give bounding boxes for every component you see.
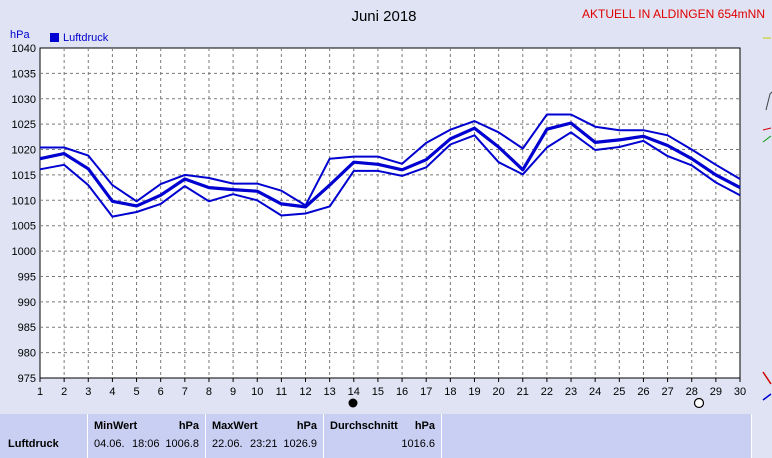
y-tick-label: 1010: [12, 195, 36, 207]
x-tick-label: 14: [348, 386, 360, 398]
min-time: 18:06: [132, 438, 160, 450]
max-value-cell: MaxWert hPa 22.06. 23:21 1026.9: [206, 414, 324, 458]
x-tick-label: 3: [85, 386, 91, 398]
x-tick-label: 26: [637, 386, 649, 398]
y-tick-label: 995: [18, 271, 36, 283]
x-tick-label: 17: [420, 386, 432, 398]
chart-title: Juni 2018: [351, 8, 416, 25]
max-unit: hPa: [296, 420, 317, 432]
min-value: 1006.8: [165, 438, 199, 450]
pressure-chart: Juni 2018 AKTUELL IN ALDINGEN 654mNN hPa…: [10, 7, 772, 409]
y-tick-label: 990: [18, 297, 36, 309]
x-tick-label: 7: [182, 386, 188, 398]
trend-up-icon: [765, 91, 772, 111]
legend-swatch: [50, 33, 59, 42]
avg-unit: hPa: [414, 420, 435, 432]
x-tick-label: 25: [613, 386, 625, 398]
x-tick-label: 28: [686, 386, 698, 398]
y-tick-label: 985: [18, 322, 36, 334]
min-unit: hPa: [178, 420, 199, 432]
series-line-mean: [39, 121, 741, 209]
x-tick-label: 12: [299, 386, 311, 398]
x-tick-label: 2: [61, 386, 67, 398]
max-date: 22.06.: [212, 438, 243, 450]
x-tick-label: 20: [492, 386, 504, 398]
red-marker-icon: [762, 127, 772, 131]
series-line-max: [40, 113, 741, 207]
y-tick-label: 1020: [12, 145, 36, 157]
grid: [39, 48, 741, 382]
y-tick-label: 1025: [12, 119, 36, 131]
blue-arrow-icon: [762, 393, 772, 401]
min-date: 04.06.: [94, 438, 125, 450]
stats-row-label: Luftdruck: [8, 438, 59, 450]
red-arrow-icon: [762, 371, 772, 385]
y-tick-label: 1030: [12, 94, 36, 106]
stats-panel: Luftdruck MinWert hPa 04.06. 18:06 1006.…: [0, 414, 772, 458]
x-tick-label: 24: [589, 386, 601, 398]
x-tick-label: 13: [324, 386, 336, 398]
series-line-min: [39, 131, 741, 218]
x-tick-label: 21: [517, 386, 529, 398]
min-value-cell: MinWert hPa 04.06. 18:06 1006.8: [88, 414, 206, 458]
x-tick-label: 16: [396, 386, 408, 398]
x-tick-label: 23: [565, 386, 577, 398]
x-tick-label: 27: [661, 386, 673, 398]
x-tick-label: 10: [251, 386, 263, 398]
x-tick-label: 9: [230, 386, 236, 398]
x-tick-label: 6: [158, 386, 164, 398]
max-label: MaxWert: [212, 420, 258, 432]
x-tick-label: 22: [541, 386, 553, 398]
x-tick-label: 19: [468, 386, 480, 398]
avg-value: 1016.6: [401, 438, 435, 450]
y-axis-unit: hPa: [10, 29, 30, 41]
y-tick-label: 1015: [12, 170, 36, 182]
average-value-cell: Durchschnitt hPa 1016.6: [324, 414, 442, 458]
series-lines: [39, 113, 741, 218]
x-tick-label: 29: [710, 386, 722, 398]
stats-row-label-cell: Luftdruck: [0, 414, 88, 458]
full-moon-icon: [693, 397, 705, 409]
x-tick-labels: 1 2 3 4 5 6 7 8 9 10 11 12 13 14 15 16 17 18 19 20 21 22 23 24 2…: [37, 386, 746, 398]
x-tick-label: 8: [206, 386, 212, 398]
max-time: 23:21: [250, 438, 278, 450]
x-tick-label: 30: [734, 386, 746, 398]
y-tick-label: 1000: [12, 246, 36, 258]
y-tick-label: 1005: [12, 221, 36, 233]
new-moon-icon: [348, 398, 358, 408]
x-tick-label: 1: [37, 386, 43, 398]
x-tick-label: 18: [444, 386, 456, 398]
side-mini-icons: [762, 37, 772, 401]
y-tick-label: 975: [18, 373, 36, 385]
plot-area: [39, 47, 741, 379]
x-tick-label: 5: [133, 386, 139, 398]
y-tick-label: 1040: [12, 43, 36, 55]
avg-label: Durchschnitt: [330, 420, 398, 432]
green-marker-icon: [762, 135, 772, 143]
max-value: 1026.9: [283, 438, 317, 450]
status-text: AKTUELL IN ALDINGEN 654mNN: [582, 7, 765, 21]
empty-stats-cell: [442, 414, 752, 458]
y-tick-labels: 975 980 985 990 995 1000 1005 1010 1015 1020 1025 1…: [12, 43, 36, 385]
x-tick-label: 4: [109, 386, 115, 398]
y-tick-label: 1035: [12, 68, 36, 80]
x-tick-label: 11: [276, 386, 287, 398]
min-label: MinWert: [94, 420, 138, 432]
y-tick-label: 980: [18, 348, 36, 360]
x-tick-label: 15: [372, 386, 384, 398]
legend-label: Luftdruck: [63, 32, 109, 44]
